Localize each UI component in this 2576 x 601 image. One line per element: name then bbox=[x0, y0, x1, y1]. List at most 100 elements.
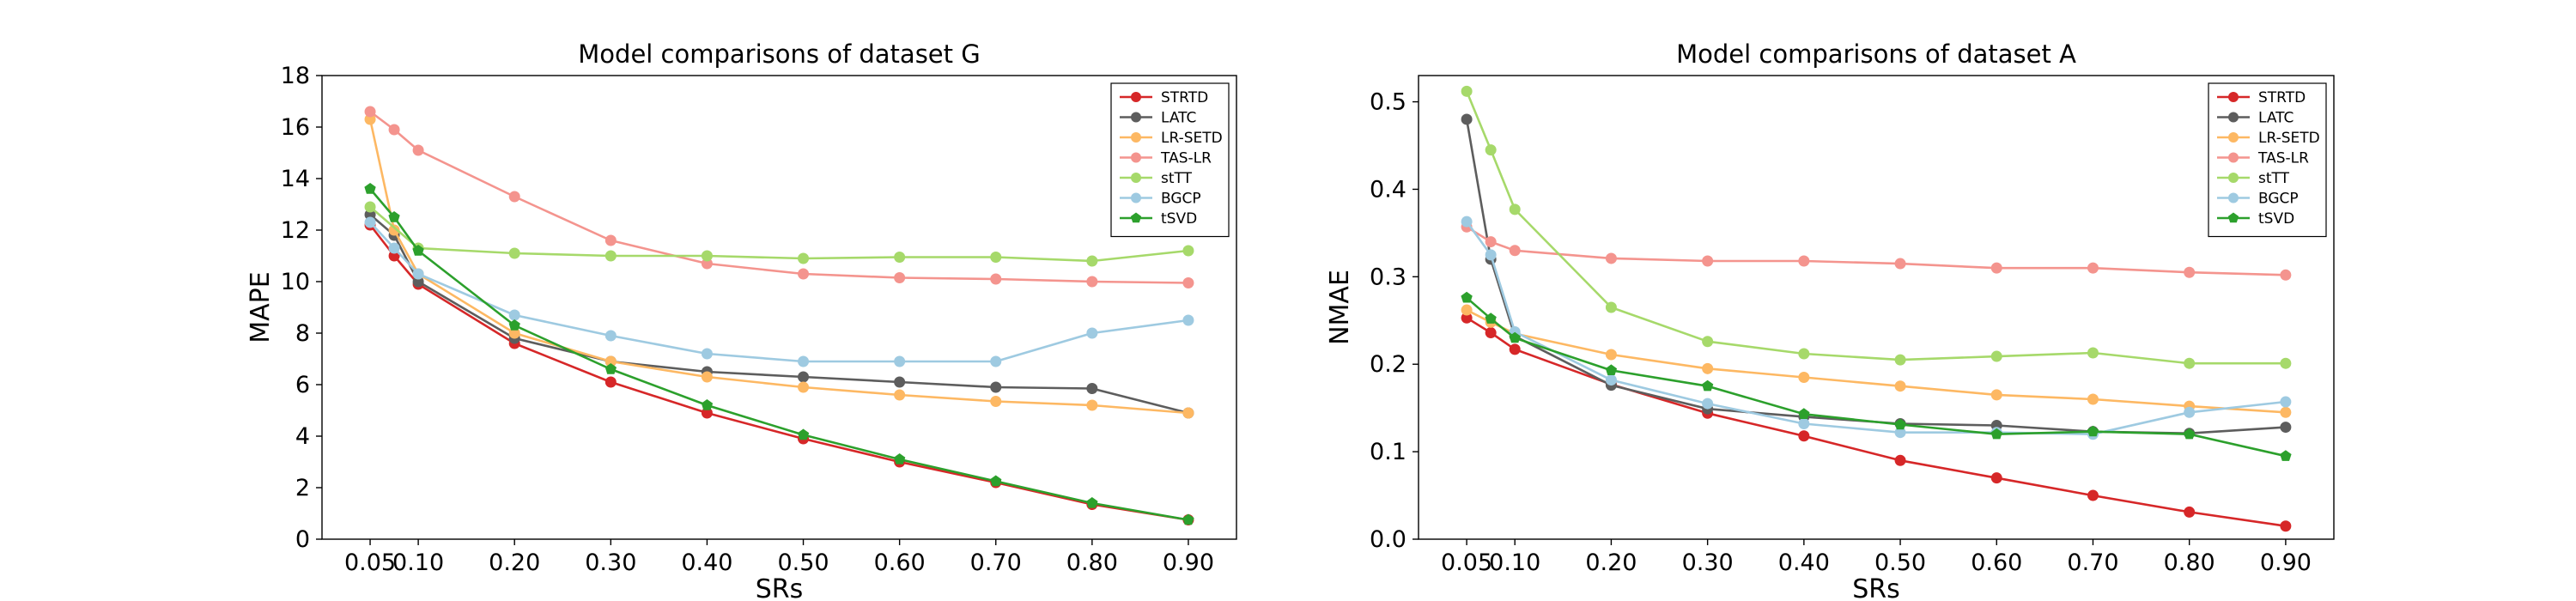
legend-item: LR-SETD bbox=[2217, 130, 2320, 147]
data-point bbox=[388, 250, 400, 262]
legend-swatch-marker bbox=[1131, 92, 1141, 102]
legend-item: stTT bbox=[2217, 170, 2290, 187]
legend-label: TAS-LR bbox=[1160, 150, 1212, 167]
series-latc bbox=[364, 209, 1194, 419]
data-point bbox=[1990, 472, 2002, 484]
x-tick-label: 0.60 bbox=[874, 549, 926, 576]
data-point bbox=[797, 428, 810, 440]
series-line-sttt bbox=[369, 206, 1189, 263]
x-tick-label: 0.80 bbox=[1066, 549, 1118, 576]
data-point bbox=[1086, 327, 1098, 339]
y-axis-label: MAPE bbox=[246, 271, 276, 343]
data-point bbox=[364, 106, 376, 118]
data-point bbox=[2087, 347, 2099, 359]
legend-label: stTT bbox=[1161, 170, 1193, 187]
series-latc bbox=[1461, 113, 2292, 440]
legend-item: TAS-LR bbox=[2217, 150, 2309, 167]
data-point bbox=[2184, 266, 2196, 278]
data-point bbox=[701, 250, 713, 262]
y-tick-label: 10 bbox=[281, 269, 310, 295]
data-point bbox=[1485, 249, 1497, 261]
series-line-strtd bbox=[369, 224, 1189, 521]
x-axis-label: SRs bbox=[1852, 574, 1900, 601]
legend-swatch-marker bbox=[1131, 132, 1141, 143]
data-point bbox=[1605, 364, 1618, 375]
chart-dataset-g: Model comparisons of dataset G 0.050.10 0.… bbox=[246, 39, 1237, 601]
x-tick-label: 0.10 bbox=[392, 549, 444, 576]
legend-item: BGCP bbox=[1120, 191, 1201, 208]
data-point bbox=[388, 224, 400, 236]
x-tick-label: 0.80 bbox=[2164, 549, 2215, 576]
y-tick-label: 2 bbox=[295, 475, 310, 501]
data-point bbox=[508, 191, 520, 203]
data-point bbox=[364, 216, 376, 228]
series-line-bgcp bbox=[369, 222, 1189, 363]
legend-label: STRTD bbox=[2258, 89, 2306, 106]
data-point bbox=[2087, 489, 2099, 501]
data-point bbox=[364, 183, 376, 194]
data-point bbox=[2087, 393, 2099, 405]
x-tick-label: 0.90 bbox=[1163, 549, 1214, 576]
data-point bbox=[1182, 513, 1194, 525]
data-point bbox=[1485, 236, 1497, 248]
data-point bbox=[1182, 277, 1194, 288]
legend: STRTD LATC LR-SETD TAS-LR stTT BGCP tSVD bbox=[2208, 82, 2327, 238]
data-point bbox=[1798, 348, 1810, 360]
data-point bbox=[1605, 252, 1617, 264]
legend-swatch-marker bbox=[2228, 132, 2239, 143]
legend-item: TAS-LR bbox=[1120, 150, 1212, 167]
data-point bbox=[412, 144, 424, 156]
y-tick-label: 0.4 bbox=[1370, 176, 1406, 203]
data-point bbox=[990, 381, 1002, 393]
data-point bbox=[990, 475, 1002, 487]
data-point bbox=[2280, 396, 2292, 408]
data-point bbox=[508, 327, 520, 339]
series-line-latc bbox=[1465, 118, 2286, 435]
data-point bbox=[894, 355, 906, 367]
chart-title: Model comparisons of dataset G bbox=[578, 39, 980, 69]
series-line-tsvd bbox=[369, 188, 1189, 521]
x-tick-label: 0.70 bbox=[970, 549, 1022, 576]
data-point bbox=[1485, 313, 1497, 324]
legend-item: STRTD bbox=[1120, 89, 1208, 106]
data-point bbox=[2184, 506, 2196, 518]
series-bgcp bbox=[364, 216, 1194, 367]
x-tick-label: 0.40 bbox=[681, 549, 732, 576]
legend-item: LATC bbox=[1120, 110, 1196, 127]
legend-frame bbox=[1110, 82, 1230, 238]
legend-swatch-marker bbox=[2227, 212, 2239, 223]
data-point bbox=[1461, 216, 1473, 228]
x-tick-label: 0.50 bbox=[1874, 549, 1926, 576]
data-point bbox=[1990, 350, 2002, 362]
data-point bbox=[2280, 450, 2292, 461]
x-tick-label: 0.60 bbox=[1971, 549, 2022, 576]
legend-label: LR-SETD bbox=[2258, 130, 2320, 147]
legend-label: STRTD bbox=[1161, 89, 1208, 106]
data-point bbox=[1485, 327, 1497, 339]
data-point bbox=[894, 376, 906, 388]
series-strtd bbox=[364, 219, 1194, 525]
data-point bbox=[1798, 372, 1810, 384]
legend-swatch-marker bbox=[2228, 152, 2239, 163]
data-point bbox=[894, 389, 906, 401]
data-point bbox=[1990, 389, 2002, 401]
x-tick-label: 0.90 bbox=[2260, 549, 2312, 576]
data-point bbox=[1509, 343, 1521, 355]
data-point bbox=[1798, 430, 1810, 442]
series-line-latc bbox=[369, 214, 1189, 415]
data-point bbox=[1798, 408, 1810, 419]
data-point bbox=[798, 381, 810, 393]
series-tas-lr bbox=[364, 106, 1194, 288]
data-point bbox=[508, 309, 520, 321]
y-tick-label: 0.5 bbox=[1370, 89, 1406, 116]
legend-swatch-marker bbox=[2228, 112, 2239, 123]
data-point bbox=[1894, 427, 1906, 439]
data-point bbox=[1702, 379, 1714, 392]
data-point bbox=[2280, 269, 2292, 281]
x-tick-label: 0.30 bbox=[585, 549, 636, 576]
legend-item: LR-SETD bbox=[1120, 130, 1223, 147]
legend-item: LATC bbox=[2217, 110, 2293, 127]
x-tick-label: 0.50 bbox=[777, 549, 829, 576]
series-line-lr-setd bbox=[368, 118, 1189, 415]
data-point bbox=[412, 276, 424, 288]
